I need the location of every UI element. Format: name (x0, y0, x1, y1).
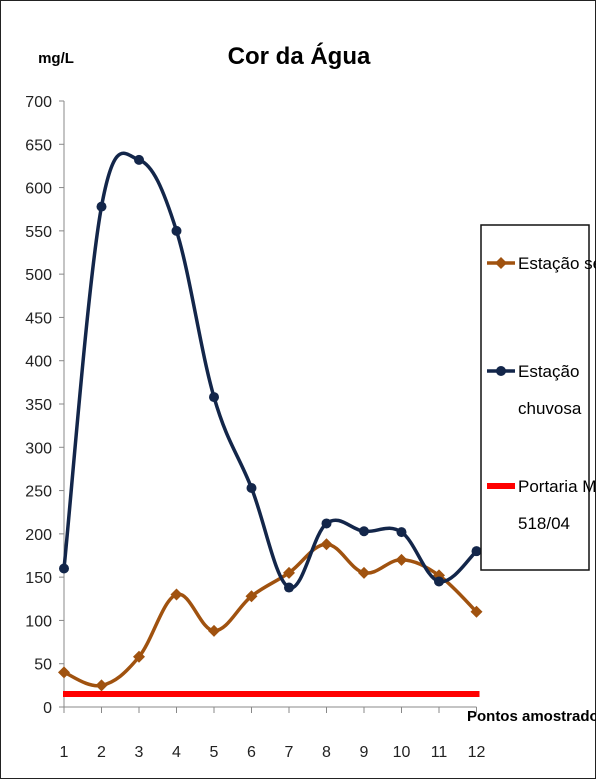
y-tick-label: 700 (25, 94, 52, 111)
y-tick-label: 100 (25, 613, 52, 630)
y-tick-label: 150 (25, 570, 52, 587)
series-line (63, 542, 478, 688)
data-point (471, 546, 482, 557)
x-tick-label: 5 (210, 744, 219, 761)
series-line (62, 151, 478, 590)
y-tick-label: 50 (34, 657, 52, 674)
y-tick-label: 600 (25, 181, 52, 198)
y-tick-label: 650 (25, 137, 52, 154)
legend-marker (495, 257, 507, 269)
data-point (208, 624, 220, 637)
data-point (96, 201, 107, 212)
legend-marker (496, 366, 506, 376)
data-point (170, 588, 183, 601)
legend: Estação seca Estação chuvosa Portaria MS 518… (480, 224, 596, 571)
data-point (59, 563, 69, 574)
legend-label: Estação (518, 362, 579, 381)
data-point (246, 482, 257, 493)
legend-entry-2: Portaria MS 518/04 (487, 477, 596, 533)
data-point (396, 527, 407, 538)
y-tick-label: 0 (43, 700, 52, 717)
data-point (321, 518, 332, 529)
legend-entry-0: Estação seca (487, 254, 596, 273)
x-axis-label: Pontos amostrados (467, 708, 596, 725)
y-tick-label: 200 (25, 527, 52, 544)
y-tick-label: 350 (25, 397, 52, 414)
legend-label: Portaria MS (518, 477, 596, 496)
series-0 (58, 538, 483, 692)
y-axis-label: mg/L (38, 50, 74, 67)
legend-entry-1: Estação chuvosa (487, 362, 582, 418)
x-tick-label: 12 (468, 744, 486, 761)
data-point (359, 526, 369, 537)
x-tick-label: 2 (97, 744, 106, 761)
y-tick-label: 500 (25, 267, 52, 284)
y-tick-label: 450 (25, 310, 52, 327)
x-tick-label: 11 (431, 744, 448, 761)
y-tick-label: 550 (25, 224, 52, 241)
x-tick-label: 10 (393, 744, 411, 761)
data-point (284, 582, 294, 593)
data-point (283, 566, 295, 579)
series-layer (58, 151, 483, 698)
x-tick-label: 9 (360, 744, 369, 761)
x-tick-label: 3 (135, 744, 144, 761)
data-point (320, 538, 333, 551)
axes: 0 50 100 150 200 250 300 350 400 450 500 550 600 650 7… (25, 94, 485, 761)
data-point (171, 225, 182, 236)
x-tick-label: 1 (60, 744, 69, 761)
x-tick-label: 4 (172, 744, 181, 761)
data-point (470, 605, 483, 618)
x-tick-label: 8 (322, 744, 331, 761)
chart-title: Cor da Água (228, 42, 371, 70)
data-point (358, 566, 370, 579)
series-1 (59, 151, 482, 593)
legend-label: chuvosa (518, 399, 582, 418)
data-point (209, 392, 219, 403)
data-point (434, 576, 444, 587)
x-tick-label: 7 (285, 744, 294, 761)
legend-label: Estação seca (518, 254, 596, 273)
data-point (134, 154, 144, 165)
y-tick-label: 300 (25, 440, 52, 457)
x-tick-label: 6 (247, 744, 256, 761)
y-tick-label: 400 (25, 354, 52, 371)
data-point (133, 650, 145, 663)
y-tick-label: 250 (25, 484, 52, 501)
legend-box (480, 224, 590, 571)
data-point (395, 553, 408, 566)
data-point (95, 679, 108, 692)
data-point (245, 590, 258, 603)
legend-label: 518/04 (518, 514, 570, 533)
data-point (58, 666, 70, 679)
